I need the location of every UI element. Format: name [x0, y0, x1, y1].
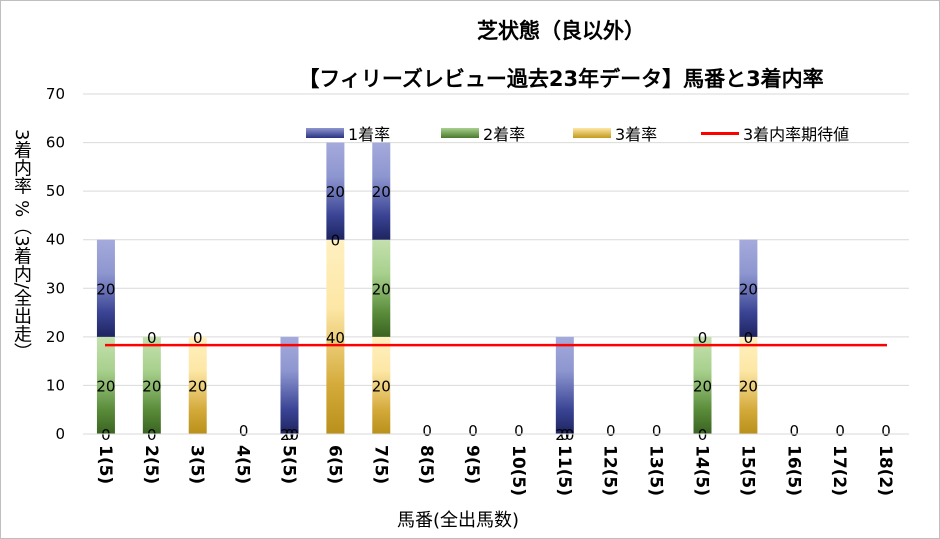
y-tick-label: 0: [55, 425, 65, 443]
legend-swatch-1st: [306, 128, 344, 138]
bar-3着率-7(5): [372, 336, 391, 434]
x-tick-label: 3(5): [187, 445, 207, 484]
legend-label-2nd: 2着率: [483, 125, 526, 144]
data-label: 40: [326, 329, 345, 347]
x-tick-label: 7(5): [370, 445, 390, 484]
x-tick-label: 18(2): [875, 445, 895, 496]
data-label: 0: [744, 329, 754, 347]
data-label: 20: [188, 377, 207, 395]
legend-label-expected: 3着内率期待値: [743, 125, 850, 144]
data-label: 0: [698, 426, 708, 444]
data-label: 0: [698, 329, 708, 347]
legend-item-1st: 1着率: [306, 121, 390, 145]
data-label: 0: [193, 329, 203, 347]
y-tick-label: 60: [46, 134, 65, 152]
data-label: 0: [422, 422, 432, 440]
y-tick-label: 30: [46, 279, 65, 297]
x-tick-label: 17(2): [829, 445, 849, 496]
x-tick-label: 15(5): [737, 445, 757, 496]
legend-label-1st: 1着率: [348, 125, 391, 144]
x-tick-label: 13(5): [646, 445, 666, 496]
data-label: 0: [881, 422, 891, 440]
data-label: 0: [652, 422, 662, 440]
data-label: 20: [693, 377, 712, 395]
data-label: 0: [606, 422, 616, 440]
data-label: 0: [331, 232, 341, 250]
data-label: 20: [96, 377, 115, 395]
chart-subtitle: 【フィリーズレビュー過去23年データ】馬番と3着内率: [298, 67, 824, 91]
data-label: 20: [142, 377, 161, 395]
data-label: 20: [739, 377, 758, 395]
bar-1着率-15(5): [739, 239, 758, 337]
bar-1着率-1(5): [96, 239, 115, 337]
bar-2着率-14(5): [693, 336, 712, 434]
y-tick-label: 40: [46, 231, 65, 249]
x-axis-label: 馬番(全出馬数): [397, 510, 520, 531]
y-tick-label: 20: [46, 328, 65, 346]
x-tick-label: 10(5): [508, 445, 528, 496]
x-tick-label: 1(5): [95, 445, 115, 484]
y-tick-label: 10: [46, 376, 65, 394]
data-label: 20: [372, 183, 391, 201]
legend-item-expected: 3着内率期待値: [701, 121, 849, 145]
x-tick-label: 9(5): [462, 445, 482, 484]
y-axis-label: 3着内率 %（3着内/全出走）: [11, 129, 32, 361]
data-label: 20: [372, 377, 391, 395]
x-tick-label: 12(5): [600, 445, 620, 496]
bar-2着率-1(5): [96, 336, 115, 434]
x-tick-label: 6(5): [324, 445, 344, 484]
data-label: 0: [790, 422, 800, 440]
bar-2着率-7(5): [372, 239, 391, 337]
x-tick-label: 4(5): [233, 445, 253, 484]
legend-swatch-2nd: [441, 128, 479, 138]
data-label: 0: [835, 422, 845, 440]
data-label: 0: [147, 329, 157, 347]
bar-3着率-6(5): [326, 239, 345, 434]
legend-item-3rd: 3着率: [573, 121, 657, 145]
bar-3着率-15(5): [739, 336, 758, 434]
data-label: 0: [285, 426, 295, 444]
data-label: 20: [372, 280, 391, 298]
data-label: 20: [96, 280, 115, 298]
data-label: 0: [239, 422, 249, 440]
x-tick-label: 14(5): [692, 445, 712, 496]
legend-swatch-3rd: [573, 128, 611, 138]
bar-1着率-6(5): [326, 142, 345, 240]
y-tick-label: 70: [46, 85, 65, 103]
data-label: 20: [555, 426, 574, 444]
data-label: 0: [514, 422, 524, 440]
x-tick-label: 2(5): [141, 445, 161, 484]
x-tick-label: 11(5): [554, 445, 574, 496]
bar-2着率-2(5): [142, 336, 161, 434]
data-label: 0: [147, 426, 157, 444]
chart-title: 芝状態（良以外）: [477, 19, 645, 43]
legend-item-2nd: 2着率: [441, 121, 525, 145]
bar-1着率-5(5): [280, 336, 299, 434]
data-label: 0: [468, 422, 478, 440]
data-label: 20: [280, 426, 299, 444]
legend-label-3rd: 3着率: [615, 125, 658, 144]
y-tick-label: 50: [46, 182, 65, 200]
x-tick-label: 5(5): [279, 445, 299, 484]
x-tick-label: 16(5): [783, 445, 803, 496]
data-label: 20: [739, 280, 758, 298]
legend-line-expected: [701, 131, 739, 135]
bar-1着率-11(5): [555, 336, 574, 434]
data-label: 0: [101, 426, 111, 444]
bar-1着率-7(5): [372, 142, 391, 240]
x-tick-label: 8(5): [416, 445, 436, 484]
bar-3着率-3(5): [188, 336, 207, 434]
data-label: 0: [560, 426, 570, 444]
data-label: 20: [326, 183, 345, 201]
